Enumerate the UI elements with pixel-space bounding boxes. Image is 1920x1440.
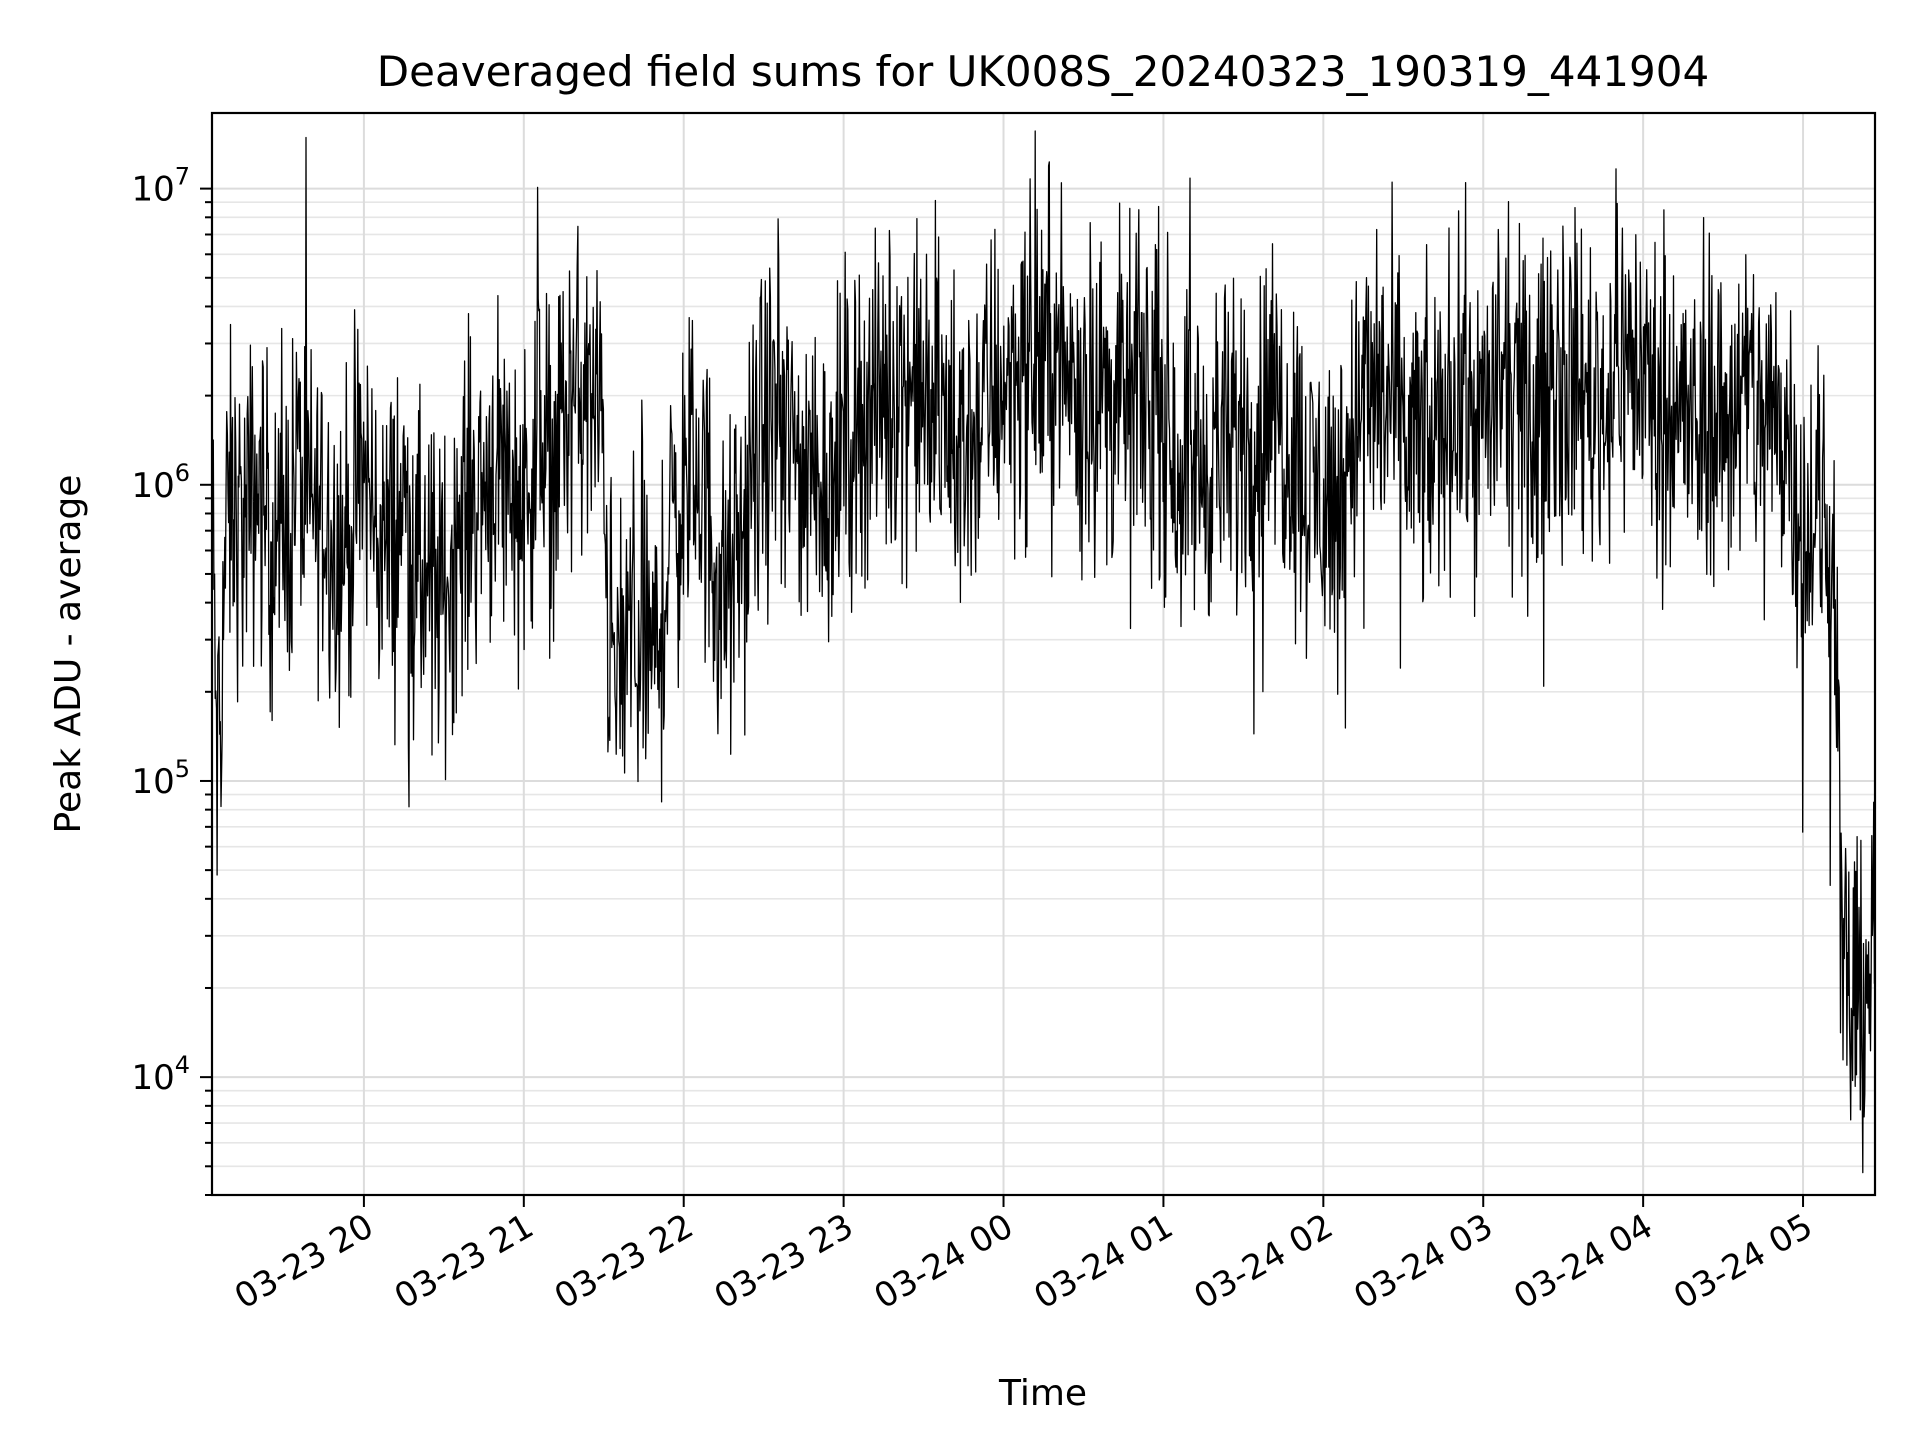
series-layer (211, 130, 1876, 1174)
y-tick-label: 107 (131, 163, 190, 210)
y-tick-label: 105 (131, 755, 190, 802)
y-tick-label: 104 (131, 1051, 190, 1098)
y-axis-label: Peak ADU - average (48, 475, 89, 834)
y-axis: 104 105 106 107 (131, 163, 212, 1196)
chart-title: Deaveraged field sums for UK008S_2024032… (377, 47, 1709, 96)
y-tick-label: 106 (131, 459, 190, 506)
plot-frame (210, 111, 1877, 1197)
series-line (211, 130, 1876, 1174)
x-axis-label: Time (998, 1373, 1087, 1414)
grid (212, 113, 1875, 1196)
